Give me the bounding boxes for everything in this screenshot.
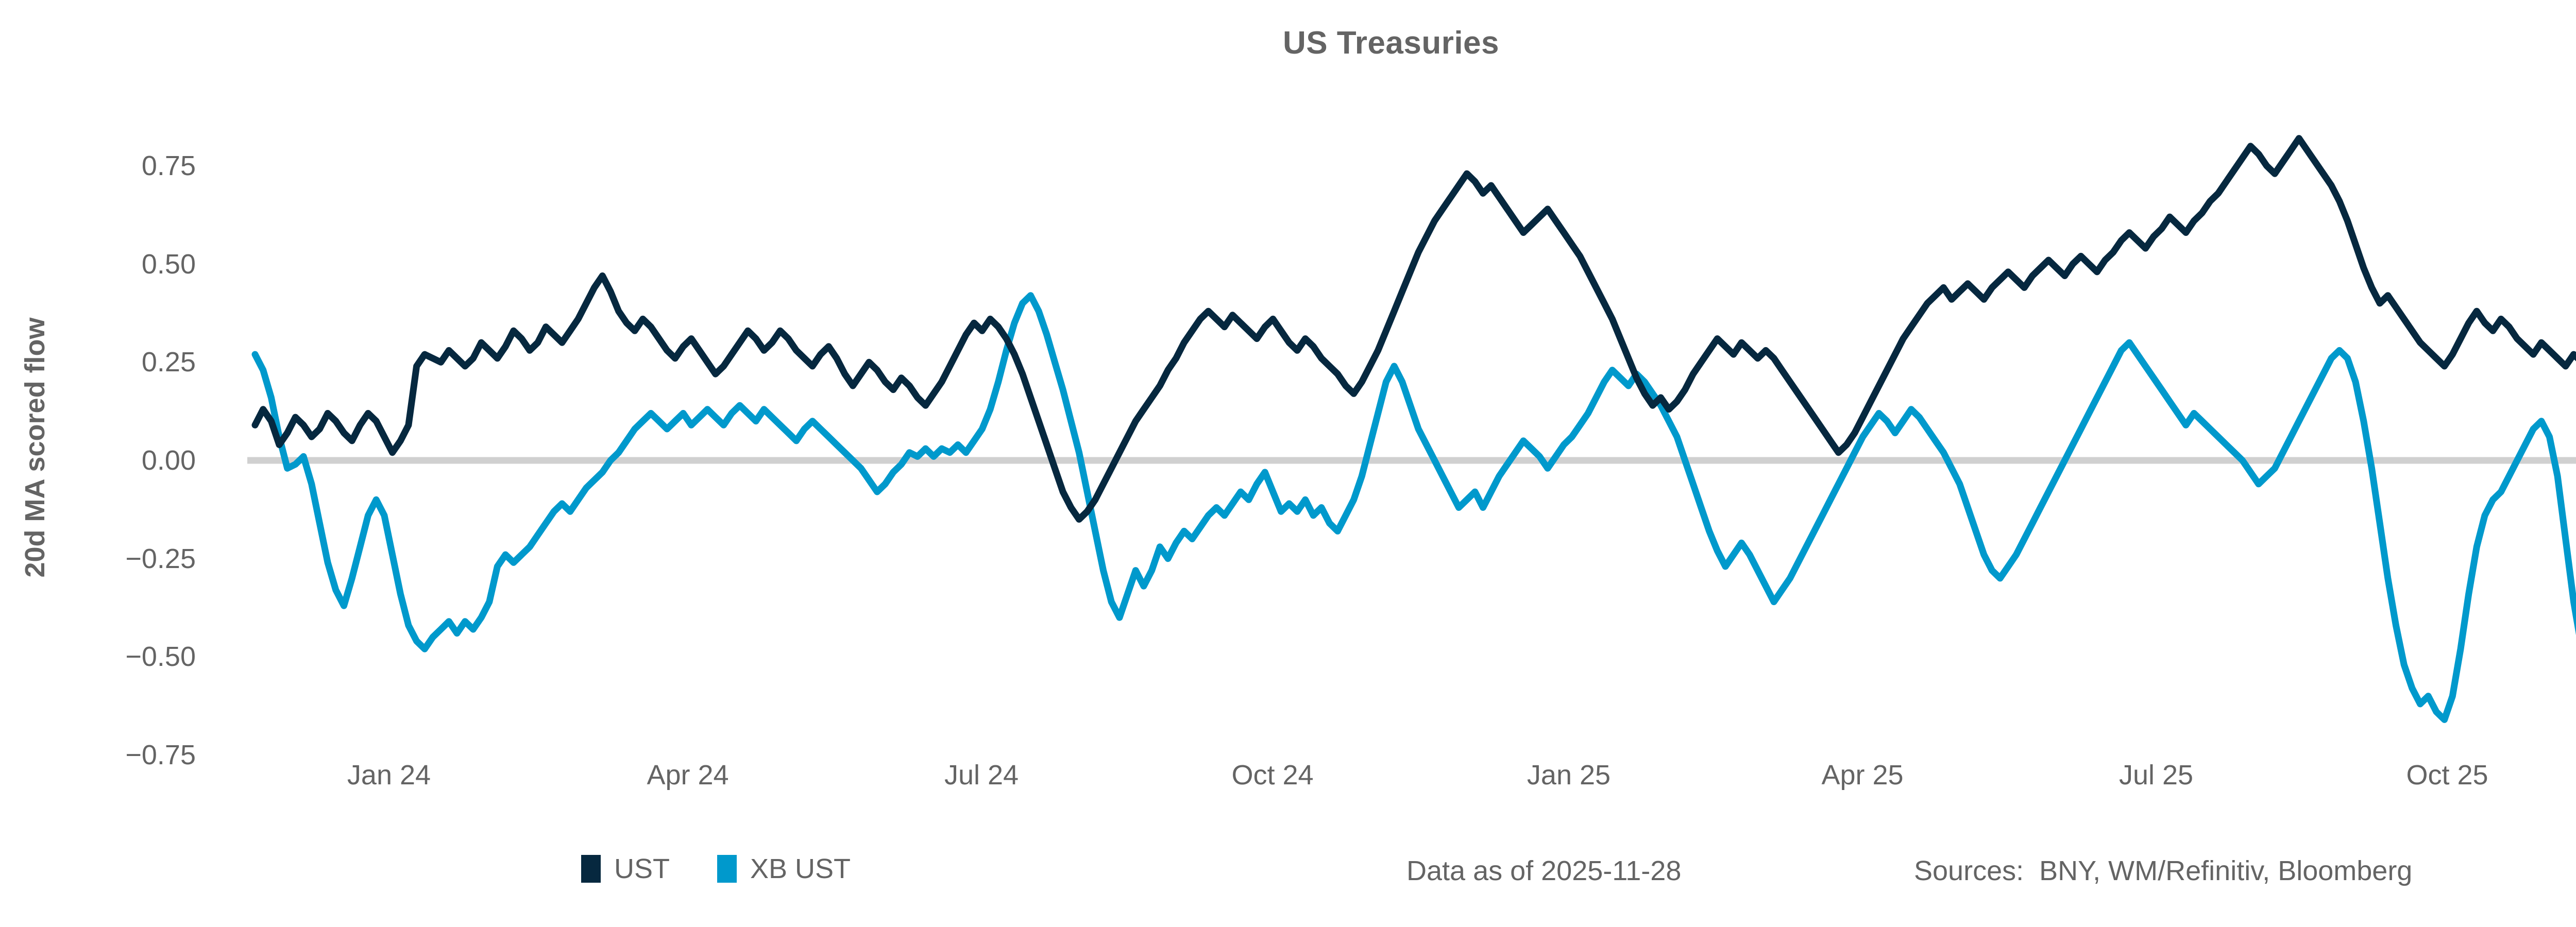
y-tick-label: −0.25 [125,543,196,574]
x-tick-label: Jan 24 [347,760,431,791]
legend-item-ust[interactable]: UST [581,855,670,883]
x-tick-label: Oct 24 [1231,760,1314,791]
y-tick-label: 0.50 [141,248,196,280]
x-tick-label: Apr 24 [647,760,729,791]
series-line-xb-ust [251,292,2576,723]
legend-label-xb-ust: XB UST [750,853,851,884]
x-tick-label: Jul 25 [2119,760,2194,791]
y-tick-label: 0.75 [141,150,196,181]
y-tick-label: −0.75 [125,740,196,771]
data-as-of-note: Data as of 2025-11-28 [1406,855,1682,886]
y-axis-title: 20d MA scored flow [20,317,50,578]
chart-legend: UST XB UST [581,855,898,883]
x-tick-label: Oct 25 [2406,760,2488,791]
y-tick-label: 0.25 [141,347,196,378]
y-tick-label: 0.00 [141,445,196,476]
series-line-ust [251,135,2576,523]
x-tick-label: Jul 24 [944,760,1019,791]
x-tick-label: Jan 25 [1527,760,1611,791]
legend-swatch-ust [581,855,601,883]
sources-note: Sources: BNY, WM/Refinitiv, Bloomberg [1914,855,2413,886]
legend-item-xb-ust[interactable]: XB UST [717,855,851,883]
page-title: US Treasuries [1282,25,1500,61]
legend-label-ust: UST [614,853,670,884]
legend-swatch-xb-ust [717,855,737,883]
x-tick-label: Apr 25 [1821,760,1904,791]
y-tick-label: −0.50 [125,641,196,673]
